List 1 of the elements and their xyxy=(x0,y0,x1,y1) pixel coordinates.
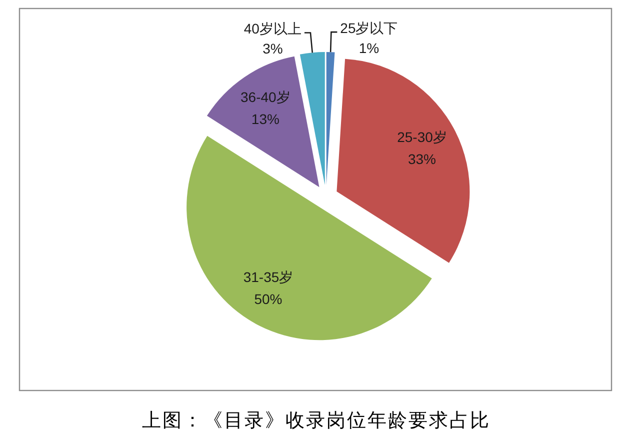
annotation: 上图：《目录》收录岗位年龄要求占比 xyxy=(142,410,490,432)
